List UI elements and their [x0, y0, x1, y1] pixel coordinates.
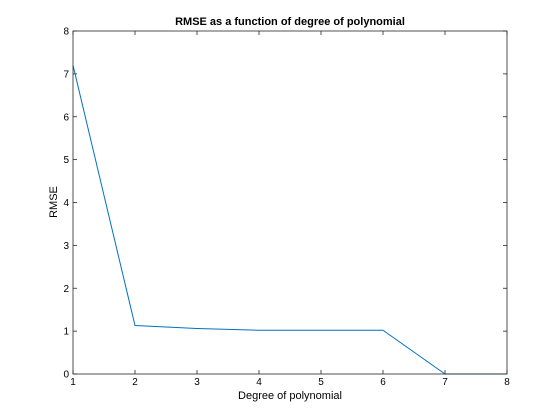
x-tick-label: 4 [256, 377, 262, 388]
chart-title: RMSE as a function of degree of polynomi… [175, 16, 405, 28]
y-tick-label: 4 [63, 198, 69, 209]
x-tick-label: 7 [442, 377, 448, 388]
x-tick-label: 8 [504, 377, 510, 388]
y-axis-label: RMSE [48, 186, 60, 218]
x-tick-label: 1 [70, 377, 76, 388]
y-tick-label: 6 [63, 112, 69, 123]
y-tick-label: 2 [63, 284, 69, 295]
x-tick-label: 2 [132, 377, 138, 388]
y-tick-label: 8 [63, 27, 69, 38]
series-line [72, 65, 507, 375]
y-tick-label: 3 [63, 241, 69, 252]
y-tick-label: 7 [63, 69, 69, 80]
y-tick-label: 1 [63, 327, 69, 338]
y-tick-label: 5 [63, 155, 69, 166]
x-tick-label: 5 [318, 377, 324, 388]
y-tick-label: 0 [63, 370, 69, 381]
series-group [72, 65, 507, 375]
x-tick-label: 3 [194, 377, 200, 388]
x-tick-label: 6 [380, 377, 386, 388]
plot-area-box [72, 30, 508, 375]
x-axis-label: Degree of polynomial [238, 390, 342, 402]
